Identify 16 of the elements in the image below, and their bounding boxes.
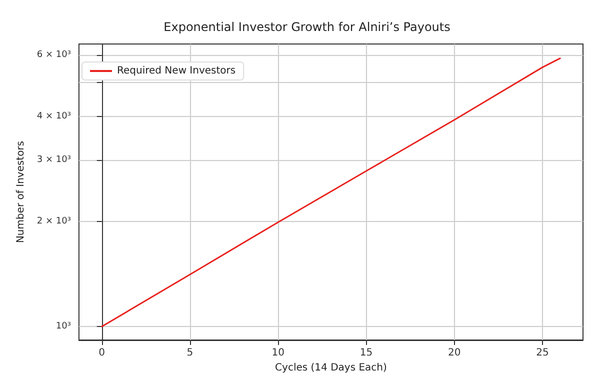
legend-label: Required New Investors <box>117 66 236 76</box>
y-tick-label: 4 × 10³ <box>36 111 72 122</box>
y-tick-label: 6 × 10³ <box>36 50 72 60</box>
y-axis-title: Number of Investors <box>16 140 26 244</box>
line-series <box>101 58 561 328</box>
x-tick-label: 5 <box>186 348 194 358</box>
y-tick-label: 10³ <box>56 322 72 332</box>
x-tick-label: 10 <box>272 348 284 358</box>
y-tick-label: 3 × 10³ <box>36 155 72 166</box>
y-tick-label: 2 × 10³ <box>36 216 72 226</box>
x-tick-label: 0 <box>98 348 106 358</box>
x-tick-label: 20 <box>448 348 461 358</box>
x-tick-label: 15 <box>360 348 373 358</box>
x-tick-label: 25 <box>536 348 549 358</box>
x-axis-title: Cycles (14 Days Each) <box>275 362 387 374</box>
chart-title: Exponential Investor Growth for Alniri’s Payouts <box>164 20 450 34</box>
